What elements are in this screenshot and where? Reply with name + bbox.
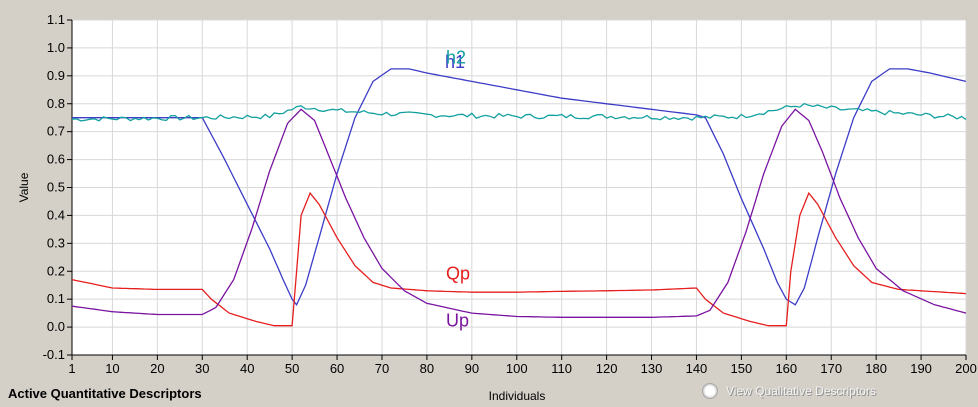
x-tick-label: 160 [775,361,797,376]
x-tick-label: 150 [731,361,753,376]
x-tick-label: 70 [375,361,389,376]
x-tick-label: 170 [820,361,842,376]
view-qualitative-option[interactable]: View Qualitative Descriptors [702,383,876,399]
x-tick-label: 80 [420,361,434,376]
y-tick-label: 0.6 [47,152,65,167]
series-line-h1 [72,68,967,307]
x-tick-label: 50 [285,361,299,376]
view-qualitative-label: View Qualitative Descriptors [726,384,876,398]
x-tick-label: 130 [641,361,663,376]
y-axis-title: Value [17,172,31,202]
x-tick-label: 30 [195,361,209,376]
y-tick-label: 1.1 [47,12,65,27]
x-tick-label: 90 [465,361,479,376]
x-tick-label: 1 [68,361,75,376]
series-label-h1: h1 [445,52,465,72]
x-tick-label: 60 [330,361,344,376]
y-tick-label: 0.2 [47,263,65,278]
x-axis-title: Individuals [489,389,546,403]
x-tick-label: 140 [686,361,708,376]
series-line-Qp [71,191,967,327]
y-tick-label: 0.0 [47,319,65,334]
series-label-Qp: Qp [446,264,470,284]
series-line-Up [71,108,967,318]
y-tick-label: 1.0 [47,40,65,55]
series-line-h2 [71,102,967,122]
y-tick-label: -0.1 [43,347,65,362]
series-label-h2: h2 [446,48,466,68]
y-tick-label: 0.9 [47,68,65,83]
radio-icon[interactable] [702,383,718,399]
x-tick-label: 180 [865,361,887,376]
y-tick-label: 0.7 [47,124,65,139]
x-tick-label: 20 [150,361,164,376]
x-tick-label: 120 [596,361,618,376]
x-tick-label: 10 [105,361,119,376]
y-tick-label: 0.8 [47,96,65,111]
x-tick-label: 110 [551,361,572,376]
x-tick-label: 190 [910,361,932,376]
y-tick-label: 0.5 [47,180,65,195]
y-tick-label: 0.3 [47,235,65,250]
x-tick-label: 40 [240,361,254,376]
y-tick-label: 0.4 [47,207,65,222]
x-tick-label: 200 [955,361,977,376]
y-tick-label: 0.1 [47,291,65,306]
series-label-Up: Up [446,311,469,331]
x-tick-label: 100 [506,361,528,376]
active-quantitative-descriptors-label: Active Quantitative Descriptors [8,386,202,401]
